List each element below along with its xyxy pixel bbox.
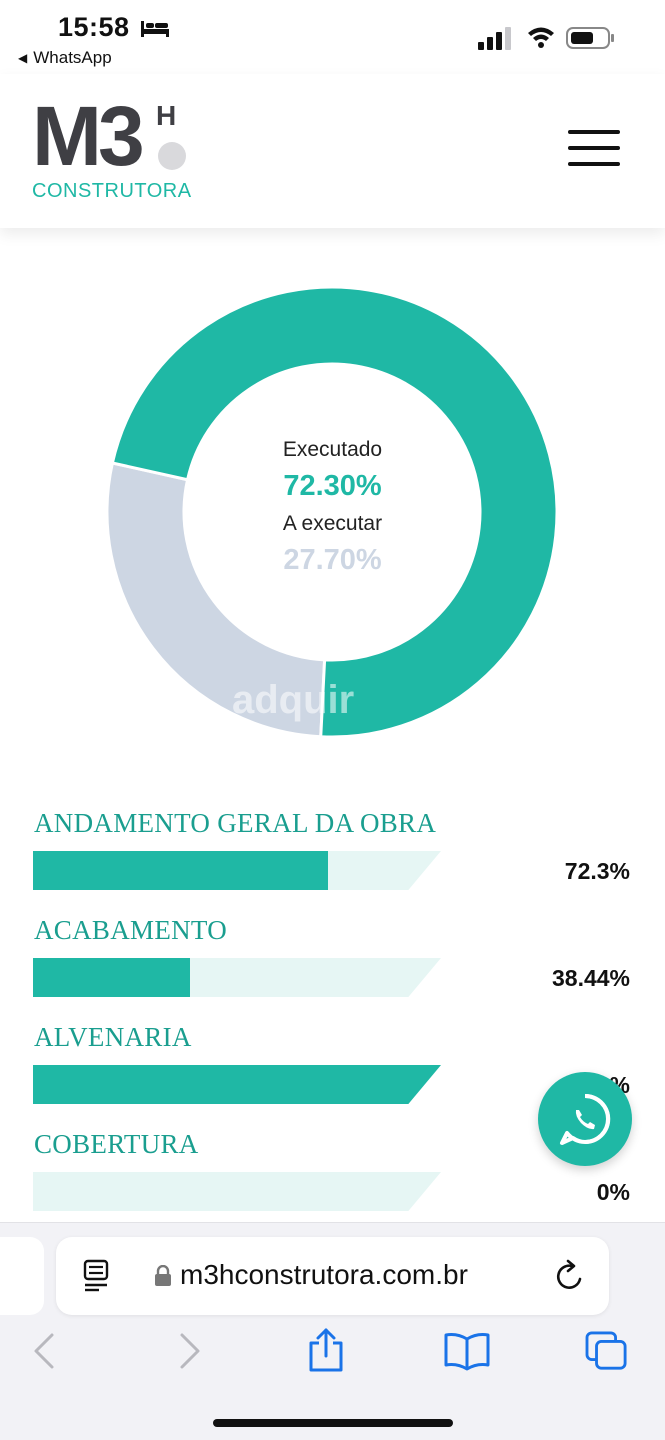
previous-tab-edge[interactable] xyxy=(0,1237,44,1315)
executed-value: 72.30% xyxy=(283,470,382,502)
back-to-app-link[interactable]: ◀ WhatsApp xyxy=(18,48,112,68)
donut-svg xyxy=(105,285,559,739)
share-icon[interactable] xyxy=(306,1327,346,1373)
progress-item: ANDAMENTO GERAL DA OBRA 72.3% xyxy=(0,808,665,908)
remaining-label: A executar xyxy=(282,512,383,535)
progress-percent: 0% xyxy=(596,1179,630,1205)
progress-item: ALVENARIA % xyxy=(0,1022,665,1122)
status-bar: 15:58 ◀ WhatsApp xyxy=(0,0,665,74)
battery-icon xyxy=(566,27,614,49)
progress-track xyxy=(33,1065,441,1104)
progress-fill xyxy=(33,958,190,997)
progress-title: ALVENARIA xyxy=(34,1022,192,1052)
logo-mark: M3 xyxy=(32,89,145,183)
tabs-icon[interactable] xyxy=(584,1331,630,1371)
progress-fill xyxy=(33,851,328,890)
m3h-logo[interactable]: M3 H CONSTRUTORA xyxy=(32,89,202,208)
back-arrow-icon[interactable] xyxy=(32,1331,56,1371)
watermark: adquir xyxy=(232,678,355,722)
address-bar[interactable]: m3hconstrutora.com.br xyxy=(56,1237,609,1315)
whatsapp-icon xyxy=(560,1093,611,1145)
logo-subtitle: CONSTRUTORA xyxy=(32,180,192,202)
lock-icon xyxy=(155,1265,171,1286)
whatsapp-button[interactable] xyxy=(538,1072,632,1166)
back-triangle-icon: ◀ xyxy=(18,51,28,65)
forward-arrow-icon[interactable] xyxy=(178,1331,202,1371)
reload-icon[interactable] xyxy=(554,1259,586,1293)
bookmarks-icon[interactable] xyxy=(442,1331,492,1371)
home-indicator xyxy=(213,1419,453,1427)
progress-item: ACABAMENTO 38.44% xyxy=(0,915,665,1015)
back-app-label: WhatsApp xyxy=(33,48,112,67)
progress-title: COBERTURA xyxy=(34,1129,199,1159)
executed-label: Executado xyxy=(282,438,383,461)
progress-fill xyxy=(33,1065,441,1104)
progress-item: COBERTURA 0% xyxy=(0,1129,665,1229)
donut-slice-executed[interactable] xyxy=(110,285,559,739)
status-time: 15:58 xyxy=(58,12,130,42)
progress-title: ANDAMENTO GERAL DA OBRA xyxy=(34,808,437,838)
progress-title: ACABAMENTO xyxy=(34,915,228,945)
progress-donut-chart: Executado 72.30% A executar 27.70% adqui… xyxy=(0,280,665,750)
browser-toolbar: m3hconstrutora.com.br xyxy=(0,1222,665,1440)
logo-superscript: H xyxy=(156,100,177,131)
bed-icon xyxy=(141,21,169,37)
progress-percent: 38.44% xyxy=(551,965,630,991)
remaining-value: 27.70% xyxy=(283,544,382,576)
progress-track xyxy=(33,1172,441,1211)
wifi-icon xyxy=(528,27,554,48)
progress-track xyxy=(33,958,441,997)
donut-slice-remaining[interactable] xyxy=(105,461,327,739)
hamburger-menu-icon[interactable] xyxy=(568,130,620,170)
url-text: m3hconstrutora.com.br xyxy=(180,1259,468,1290)
progress-percent: 72.3% xyxy=(564,858,630,884)
signal-icon xyxy=(478,27,511,50)
progress-track xyxy=(33,851,441,890)
site-header: M3 H CONSTRUTORA xyxy=(0,74,665,228)
logo-dot xyxy=(158,142,186,170)
reader-icon[interactable] xyxy=(82,1259,112,1293)
